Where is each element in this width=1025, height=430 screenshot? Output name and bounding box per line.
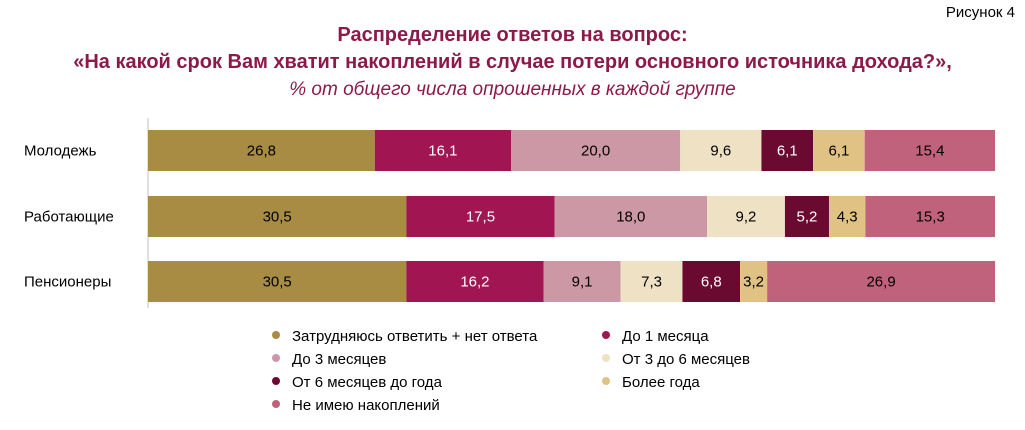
legend-item: До 3 месяцев bbox=[272, 351, 386, 368]
bar-segment bbox=[864, 130, 995, 171]
data-label: 18,0 bbox=[616, 209, 645, 226]
legend-item: От 6 месяцев до года bbox=[272, 374, 442, 391]
bar-segment bbox=[620, 261, 683, 302]
bar-segment bbox=[680, 130, 762, 171]
data-label: 6,1 bbox=[777, 143, 798, 160]
data-label: 6,8 bbox=[701, 274, 722, 291]
bar-segment bbox=[406, 261, 544, 302]
bar-segment bbox=[543, 261, 621, 302]
category-label: Молодежь bbox=[24, 143, 97, 160]
bar-segment bbox=[148, 130, 375, 171]
figure-label: Рисунок 4 bbox=[945, 4, 1015, 21]
legend-marker bbox=[602, 354, 610, 362]
data-label: 20,0 bbox=[581, 143, 610, 160]
legend-label: Не имею накоплений bbox=[292, 397, 440, 414]
data-label: 15,4 bbox=[915, 143, 944, 160]
data-label: 26,8 bbox=[247, 143, 276, 160]
legend-item: До 1 месяца bbox=[602, 328, 709, 345]
data-label: 9,2 bbox=[736, 209, 757, 226]
stacked-bar-chart: Молодежь 26,8 16,1 20,0 9,6 6,1 6,1 15,4 Работаю… bbox=[24, 118, 995, 308]
legend-label: До 3 месяцев bbox=[292, 351, 387, 368]
legend-label: Затрудняюсь ответить + нет ответа bbox=[292, 328, 538, 345]
legend-label: От 6 месяцев до года bbox=[292, 374, 442, 391]
data-label: 7,3 bbox=[641, 274, 662, 291]
category-label: Пенсионеры bbox=[24, 274, 111, 291]
data-label: 5,2 bbox=[797, 209, 818, 226]
data-label: 16,2 bbox=[460, 274, 489, 291]
data-label: 30,5 bbox=[263, 274, 292, 291]
data-label: 9,1 bbox=[572, 274, 593, 291]
bar-segment bbox=[554, 196, 708, 237]
data-label: 17,5 bbox=[466, 209, 495, 226]
chart-subtitle: % от общего числа опрошенных в каждой гр… bbox=[289, 79, 736, 100]
bar-segment bbox=[148, 261, 407, 302]
bar-segment bbox=[374, 130, 511, 171]
data-label: 30,5 bbox=[263, 209, 292, 226]
data-label: 6,1 bbox=[828, 143, 849, 160]
bar-segment bbox=[828, 196, 866, 237]
category-label: Работающие bbox=[24, 209, 114, 226]
legend-marker bbox=[272, 377, 280, 385]
bar-segment bbox=[740, 261, 768, 302]
legend-label: До 1 месяца bbox=[622, 328, 709, 345]
bar-segment bbox=[761, 130, 814, 171]
bar-segment bbox=[148, 196, 407, 237]
bar-segment bbox=[707, 196, 785, 237]
bar-segment bbox=[865, 196, 995, 237]
data-label: 9,6 bbox=[710, 143, 731, 160]
data-label: 15,3 bbox=[916, 209, 945, 226]
bar-segment bbox=[406, 196, 555, 237]
data-label: 3,2 bbox=[743, 274, 764, 291]
legend-label: От 3 до 6 месяцев bbox=[622, 351, 750, 368]
legend-marker bbox=[272, 400, 280, 408]
legend-marker bbox=[602, 377, 610, 385]
bar-segment bbox=[813, 130, 865, 171]
bar-segment bbox=[511, 130, 681, 171]
legend-label: Более года bbox=[622, 374, 700, 391]
legend-item: Более года bbox=[602, 374, 700, 391]
bar-segment bbox=[784, 196, 829, 237]
bar-segment bbox=[767, 261, 995, 302]
bar-segment bbox=[682, 261, 741, 302]
chart-title-line-1: Распределение ответов на вопрос: bbox=[337, 24, 688, 46]
legend-item: От 3 до 6 месяцев bbox=[602, 351, 750, 368]
legend-item: Затрудняюсь ответить + нет ответа bbox=[272, 328, 537, 345]
data-label: 16,1 bbox=[428, 143, 457, 160]
legend-marker bbox=[272, 331, 280, 339]
legend-marker bbox=[272, 354, 280, 362]
data-label: 4,3 bbox=[837, 209, 858, 226]
chart-title-line-2: «На какой срок Вам хватит накоплений в с… bbox=[73, 51, 952, 73]
legend-item: Не имею накоплений bbox=[272, 397, 440, 414]
data-label: 26,9 bbox=[866, 274, 895, 291]
legend-marker bbox=[602, 331, 610, 339]
